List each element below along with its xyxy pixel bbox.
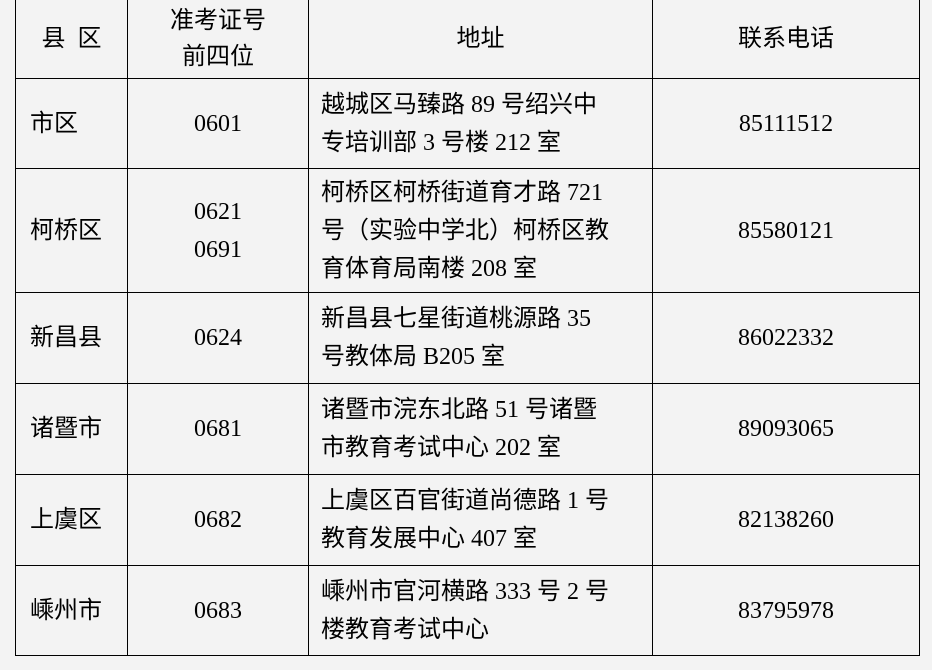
address-line: 市教育考试中心 202 室 (321, 435, 561, 461)
table-row: 上虞区 0682 上虞区百官街道尚德路 1 号教育发展中心 407 室 8213826… (15, 474, 920, 566)
prefix-cell: 0601 (127, 78, 309, 169)
phone-number: 85111512 (738, 110, 834, 137)
address-line: 诸暨市浣东北路 51 号诸暨 (321, 397, 597, 423)
county-name: 嵊州市 (30, 597, 102, 624)
county-cell: 新昌县 (15, 292, 128, 384)
exam-id-prefix: 0601 (194, 110, 242, 137)
header-address: 地址 (308, 0, 653, 79)
county-cell: 上虞区 (15, 474, 128, 566)
header-phone: 联系电话 (652, 0, 920, 79)
address-cell: 越城区马臻路 89 号绍兴中 专培训部 3 号楼 212 室 (308, 78, 653, 169)
county-name: 上虞区 (30, 507, 102, 533)
prefix-cell: 0624 (127, 292, 309, 384)
header-county-label: 县 区 (41, 26, 102, 52)
county-name: 柯桥区 (30, 217, 102, 244)
phone-cell: 89093065 (652, 383, 920, 475)
phone-cell: 85111512 (652, 78, 920, 169)
address-line: 嵊州市官河横路 333 号 2 号 (321, 578, 609, 605)
exam-id-prefix: 0621 (194, 198, 242, 225)
address-cell: 嵊州市官河横路 333 号 2 号楼教育考试中心 (308, 565, 653, 656)
phone-cell: 86022332 (652, 292, 920, 384)
table-row: 嵊州市 0683 嵊州市官河横路 333 号 2 号楼教育考试中心 83795978 (15, 565, 920, 656)
phone-number: 83795978 (738, 597, 834, 624)
table-header-row: 县 区 准考证号 前四位 地址 联系电话 (15, 0, 920, 79)
header-prefix: 准考证号 前四位 (127, 0, 309, 79)
address-line: 越城区马臻路 89 号绍兴中 (321, 91, 597, 118)
phone-cell: 82138260 (652, 474, 920, 566)
header-address-label: 地址 (456, 26, 505, 52)
county-name: 市区 (30, 110, 78, 137)
county-cell: 市区 (15, 78, 128, 169)
header-phone-label: 联系电话 (738, 26, 834, 52)
exam-id-prefix: 0624 (194, 325, 242, 351)
county-cell: 柯桥区 (15, 168, 128, 293)
address-line: 号（实验中学北）柯桥区教 (321, 217, 609, 244)
phone-number: 86022332 (738, 325, 834, 351)
table-row: 柯桥区 0621 0691 柯桥区柯桥街道育才路 721 号（实验中学北）柯桥区教 育体育… (15, 168, 920, 293)
county-name: 新昌县 (30, 325, 102, 351)
address-cell: 新昌县七星街道桃源路 35 号教体局 B205 室 (308, 292, 653, 384)
phone-number: 85580121 (738, 217, 834, 244)
address-line: 柯桥区柯桥街道育才路 721 (321, 179, 603, 206)
phone-number: 82138260 (738, 507, 834, 533)
table-row: 新昌县 0624 新昌县七星街道桃源路 35 号教体局 B205 室 86022332 (15, 292, 920, 384)
address-cell: 柯桥区柯桥街道育才路 721 号（实验中学北）柯桥区教 育体育局南楼 208 室 (308, 168, 653, 293)
address-cell: 诸暨市浣东北路 51 号诸暨 市教育考试中心 202 室 (308, 383, 653, 475)
exam-id-prefix: 0681 (194, 416, 242, 442)
table-row: 市区 0601 越城区马臻路 89 号绍兴中 专培训部 3 号楼 212 室 85111… (15, 78, 920, 169)
header-prefix-line1: 准考证号 (170, 8, 266, 34)
phone-number: 89093065 (738, 416, 834, 442)
header-prefix-line2: 前四位 (182, 44, 254, 70)
phone-cell: 85580121 (652, 168, 920, 293)
exam-id-prefix: 0691 (194, 236, 242, 263)
prefix-cell: 0621 0691 (127, 168, 309, 293)
county-name: 诸暨市 (30, 416, 102, 442)
address-line: 楼教育考试中心 (321, 616, 489, 643)
address-line: 上虞区百官街道尚德路 1 号 (321, 488, 609, 514)
prefix-cell: 0683 (127, 565, 309, 656)
address-line: 新昌县七星街道桃源路 35 (321, 306, 591, 332)
prefix-cell: 0682 (127, 474, 309, 566)
table-row: 诸暨市 0681 诸暨市浣东北路 51 号诸暨 市教育考试中心 202 室 890930… (15, 383, 920, 475)
address-line: 育体育局南楼 208 室 (321, 255, 537, 282)
county-cell: 嵊州市 (15, 565, 128, 656)
county-cell: 诸暨市 (15, 383, 128, 475)
exam-office-table: 县 区 准考证号 前四位 地址 联系电话 市区 0601 越城区马臻路 89 号绍兴… (15, 0, 920, 656)
address-cell: 上虞区百官街道尚德路 1 号教育发展中心 407 室 (308, 474, 653, 566)
address-line: 号教体局 B205 室 (321, 344, 506, 370)
header-county: 县 区 (15, 0, 128, 79)
prefix-cell: 0681 (127, 383, 309, 475)
exam-id-prefix: 0682 (194, 507, 242, 533)
address-line: 教育发展中心 407 室 (321, 526, 537, 552)
phone-cell: 83795978 (652, 565, 920, 656)
exam-id-prefix: 0683 (194, 597, 242, 624)
address-line: 专培训部 3 号楼 212 室 (321, 129, 561, 156)
